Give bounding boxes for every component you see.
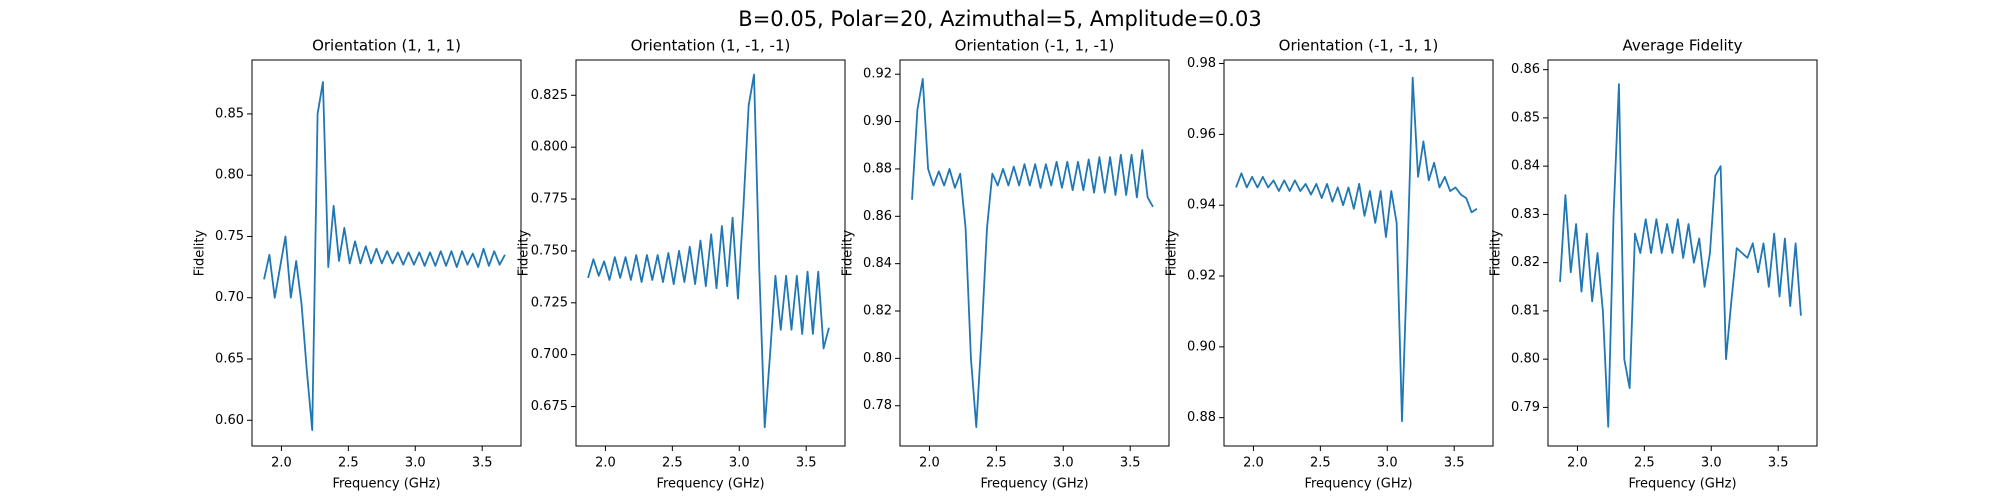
data-line: [911, 78, 1154, 428]
y-axis-label: Fidelity: [841, 229, 856, 276]
y-tick-label: 0.96: [1187, 127, 1216, 142]
y-tick-label: 0.70: [215, 290, 244, 305]
figure-title: B=0.05, Polar=20, Azimuthal=5, Amplitude…: [738, 7, 1261, 31]
y-tick-label: 0.825: [531, 88, 568, 103]
data-line: [263, 81, 506, 431]
y-axis-label: Fidelity: [1165, 229, 1180, 276]
axes-frame: [1223, 59, 1494, 447]
y-tick-label: 0.92: [1187, 269, 1216, 284]
y-tick-label: 0.84: [863, 256, 892, 271]
x-axis-label: Frequency (GHz): [1304, 477, 1412, 492]
y-tick-label: 0.86: [863, 209, 892, 224]
x-tick-label: 2.5: [1310, 456, 1331, 471]
y-tick-label: 0.80: [1511, 352, 1540, 367]
x-axis-label: Frequency (GHz): [980, 477, 1088, 492]
y-tick-label: 0.85: [1511, 110, 1540, 125]
x-tick-label: 3.5: [1768, 456, 1789, 471]
y-tick-label: 0.88: [863, 161, 892, 176]
x-tick-label: 3.0: [729, 456, 750, 471]
y-tick-label: 0.80: [215, 168, 244, 183]
x-tick-label: 2.0: [271, 456, 292, 471]
y-tick-label: 0.78: [863, 398, 892, 413]
x-axis-label: Frequency (GHz): [1628, 477, 1736, 492]
x-tick-label: 2.0: [1567, 456, 1588, 471]
y-tick-label: 0.88: [1187, 410, 1216, 425]
data-line: [587, 73, 830, 429]
y-axis-label: Fidelity: [517, 229, 532, 276]
y-tick-label: 0.750: [531, 243, 568, 258]
subplot: Average Fidelity 2.0 2.5 3.0 3.5 0.79 0.80 0.81…: [1489, 37, 1818, 492]
y-tick-label: 0.65: [215, 351, 244, 366]
x-tick-label: 3.5: [1120, 456, 1141, 471]
subplot: Orientation (1, -1, -1) 2.0 2.5 3.0 3.5 0.675…: [517, 37, 846, 492]
x-tick-label: 2.0: [919, 456, 940, 471]
y-tick-label: 0.80: [863, 351, 892, 366]
y-tick-label: 0.82: [863, 304, 892, 319]
y-tick-label: 0.90: [863, 114, 892, 129]
y-tick-label: 0.775: [531, 192, 568, 207]
subplot: Orientation (1, 1, 1) 2.0 2.5 3.0 3.5 0.60 0.6…: [193, 37, 522, 492]
y-tick-label: 0.700: [531, 347, 568, 362]
y-tick-label: 0.83: [1511, 207, 1540, 222]
data-line: [1235, 76, 1478, 423]
y-tick-label: 0.75: [215, 229, 244, 244]
subplot-title: Average Fidelity: [1623, 37, 1743, 55]
y-tick-label: 0.86: [1511, 62, 1540, 77]
axes-frame: [1547, 59, 1818, 447]
x-tick-label: 2.0: [595, 456, 616, 471]
x-tick-label: 3.0: [1053, 456, 1074, 471]
x-tick-label: 3.5: [472, 456, 493, 471]
x-tick-label: 3.0: [405, 456, 426, 471]
x-tick-label: 2.5: [1634, 456, 1655, 471]
y-tick-label: 0.60: [215, 413, 244, 428]
y-tick-label: 0.675: [531, 399, 568, 414]
y-tick-label: 0.800: [531, 140, 568, 155]
y-tick-label: 0.85: [215, 106, 244, 121]
x-tick-label: 3.5: [796, 456, 817, 471]
subplot-title: Orientation (1, -1, -1): [631, 37, 791, 55]
x-tick-label: 2.0: [1243, 456, 1264, 471]
y-axis-label: Fidelity: [1489, 229, 1504, 276]
x-axis-label: Frequency (GHz): [656, 477, 764, 492]
y-tick-label: 0.84: [1511, 159, 1540, 174]
y-tick-label: 0.81: [1511, 303, 1540, 318]
x-tick-label: 2.5: [986, 456, 1007, 471]
x-tick-label: 3.5: [1444, 456, 1465, 471]
y-axis-label: Fidelity: [193, 229, 208, 276]
x-tick-label: 2.5: [662, 456, 683, 471]
y-tick-label: 0.94: [1187, 198, 1216, 213]
data-line: [1559, 83, 1802, 428]
y-tick-label: 0.82: [1511, 255, 1540, 270]
x-tick-label: 3.0: [1701, 456, 1722, 471]
y-tick-label: 0.79: [1511, 400, 1540, 415]
y-tick-label: 0.92: [863, 67, 892, 82]
axes-frame: [899, 59, 1170, 447]
y-tick-label: 0.98: [1187, 56, 1216, 71]
x-tick-label: 2.5: [338, 456, 359, 471]
subplot-title: Orientation (-1, -1, 1): [1279, 37, 1439, 55]
subplot: Orientation (-1, 1, -1) 2.0 2.5 3.0 3.5 0.78 0…: [841, 37, 1170, 492]
subplot: Orientation (-1, -1, 1) 2.0 2.5 3.0 3.5 0.88 0…: [1165, 37, 1494, 492]
subplot-title: Orientation (-1, 1, -1): [955, 37, 1115, 55]
axes-frame: [251, 59, 522, 447]
subplot-title: Orientation (1, 1, 1): [312, 37, 461, 55]
y-tick-label: 0.90: [1187, 339, 1216, 354]
x-tick-label: 3.0: [1377, 456, 1398, 471]
x-axis-label: Frequency (GHz): [332, 477, 440, 492]
axes-frame: [575, 59, 846, 447]
y-tick-label: 0.725: [531, 295, 568, 310]
